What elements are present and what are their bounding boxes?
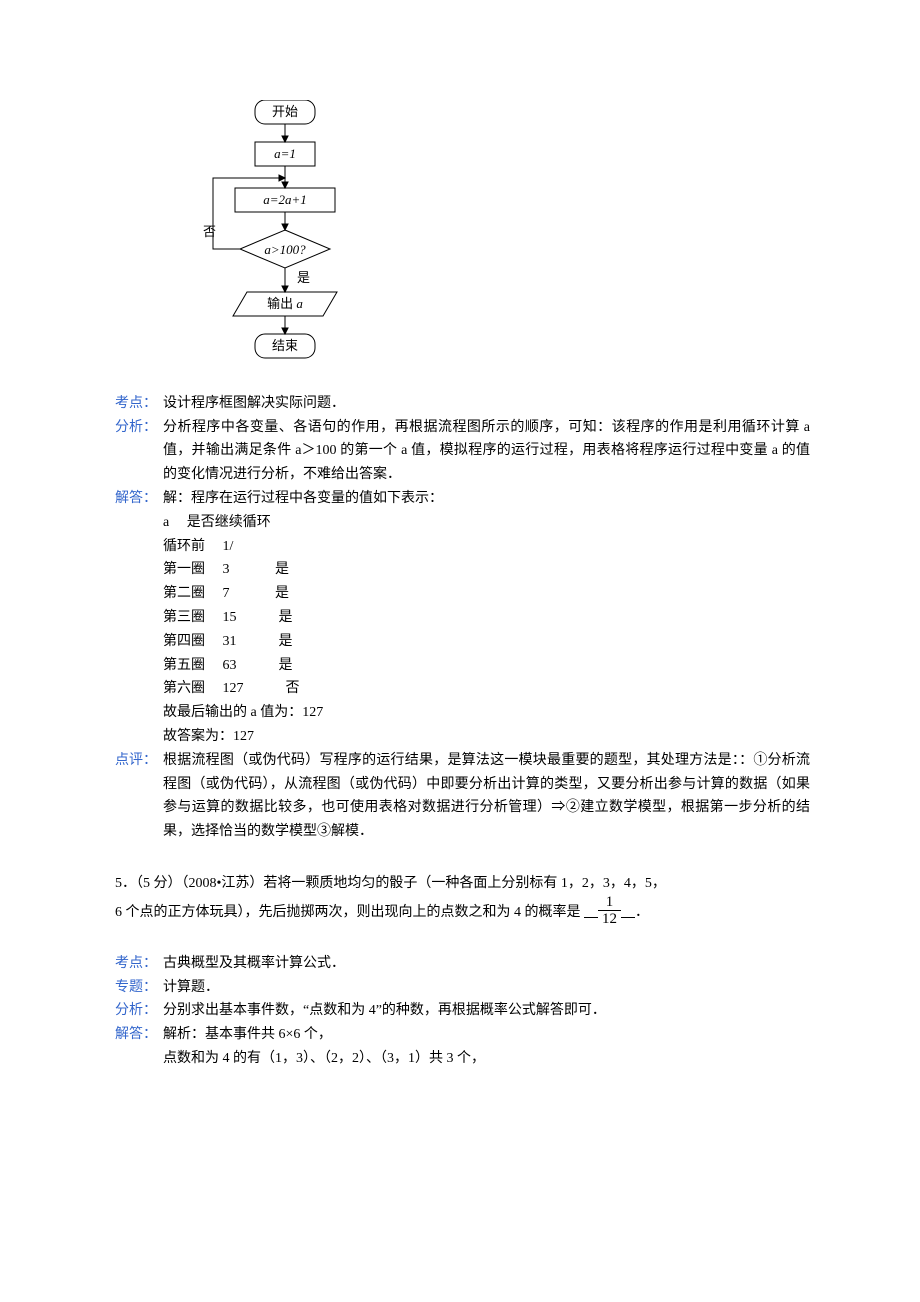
q5-stem-b: 6 个点的正方体玩具），先后抛掷两次，则出现向上的点数之和为 4 的概率是 — [115, 905, 581, 920]
q5-jieda-label: 解答： — [115, 1023, 163, 1047]
fc-no: 否 — [203, 224, 216, 239]
q4-kaodian-label: 考点： — [115, 392, 163, 416]
q5-zhuanti-label: 专题： — [115, 976, 163, 1000]
q5-fenxi-label: 分析： — [115, 999, 163, 1023]
q5-jieda2: 点数和为 4 的有（1，3）、（2，2）、（3，1）共 3 个， — [115, 1047, 810, 1071]
q5-kaodian: 古典概型及其概率计算公式． — [163, 952, 810, 976]
q4-jieda-label: 解答： — [115, 487, 163, 749]
q4-dianping-label: 点评： — [115, 749, 163, 844]
fc-out: 输出 a — [267, 296, 303, 311]
q5-stem-line-2: 6 个点的正方体玩具），先后抛掷两次，则出现向上的点数之和为 4 的概率是 11… — [115, 896, 810, 930]
q4-final-1: 故最后输出的 a 值为：127 — [163, 705, 323, 720]
fc-start: 开始 — [272, 104, 298, 119]
q4-row-5: 第五圈 63 是 — [163, 658, 293, 673]
flowchart: 开始 a=1 a=2a+1 a>100? 输出 a 结束 否 是 — [185, 100, 810, 374]
q4-kaodian: 设计程序框图解决实际问题． — [163, 392, 810, 416]
q5-stem-a: 5．（5 分）（2008•江苏）若将一颗质地均匀的骰子（一种各面上分别标有 1，… — [115, 872, 810, 896]
q4-row-3: 第三圈 15 是 — [163, 610, 293, 625]
q4-fenxi-label: 分析： — [115, 416, 163, 487]
q4-row-4: 第四圈 31 是 — [163, 634, 293, 649]
fc-cond: a>100? — [264, 242, 306, 257]
fc-init: a=1 — [274, 146, 296, 161]
q5-period: ． — [635, 905, 649, 920]
q5-fenxi: 分别求出基本事件数，“点数和为 4”的种数，再根据概率公式解答即可． — [163, 999, 810, 1023]
q4-row-1: 第一圈 3 是 — [163, 562, 289, 577]
q4-final-2: 故答案为：127 — [163, 729, 254, 744]
q4-row-0: 循环前 1/ — [163, 539, 233, 554]
q5-jieda1: 解析：基本事件共 6×6 个， — [163, 1023, 810, 1047]
q4-table-header: a 是否继续循环 — [163, 515, 271, 530]
fc-end: 结束 — [272, 338, 298, 353]
q4-dianping: 根据流程图（或伪代码）写程序的运行结果，是算法这一模块最重要的题型，其处理方法是… — [163, 749, 810, 844]
q5-answer: 112 — [584, 905, 635, 920]
q5-zhuanti: 计算题． — [163, 976, 810, 1000]
fc-calc: a=2a+1 — [263, 192, 307, 207]
flowchart-svg: 开始 a=1 a=2a+1 a>100? 输出 a 结束 否 是 — [185, 100, 385, 365]
q4-row-2: 第二圈 7 是 — [163, 586, 289, 601]
q5-kaodian-label: 考点： — [115, 952, 163, 976]
q4-row-6: 第六圈 127 否 — [163, 681, 300, 696]
q4-fenxi: 分析程序中各变量、各语句的作用，再根据流程图所示的顺序，可知：该程序的作用是利用… — [163, 416, 810, 487]
fc-yes: 是 — [297, 270, 310, 285]
q4-jieda-intro: 解：程序在运行过程中各变量的值如下表示： — [163, 491, 443, 506]
